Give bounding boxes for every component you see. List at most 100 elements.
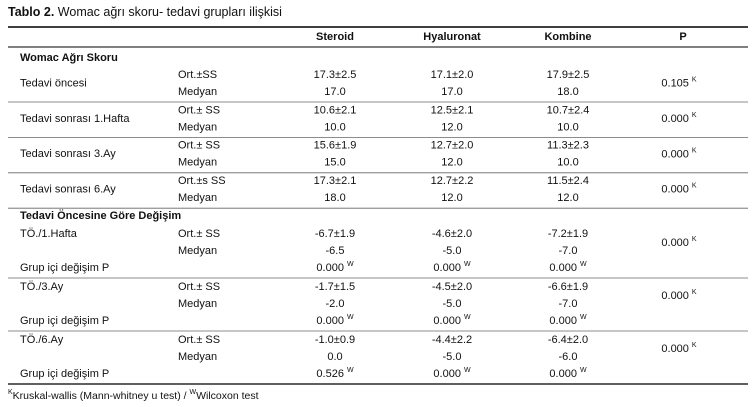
footnote: KKruskal-wallis (Mann-whitney u test) / …: [8, 389, 259, 402]
cell-value: 12.0: [441, 192, 462, 204]
cell-value: 10.6±2.1: [314, 104, 357, 116]
p-value-value: 0.105: [661, 77, 689, 89]
cell-value-value: 0.000: [433, 315, 461, 327]
cell-value-value: 0.000: [316, 315, 344, 327]
cell-value: 10.0: [557, 121, 578, 133]
cell-value: 18.0: [324, 192, 345, 204]
footnote-text: Wilcoxon test: [196, 390, 259, 402]
cell-value: 10.0: [557, 157, 578, 169]
caption-text: Womac ağrı skoru- tedavi grupları ilişki…: [58, 5, 282, 19]
cell-value: 12.5±2.1: [431, 104, 474, 116]
stat-label: Medyan: [178, 121, 217, 133]
cell-value: 0.526 W: [316, 367, 354, 380]
section-heading: Womac Ağrı Skoru: [20, 52, 118, 64]
cell-value: 0.000 W: [549, 261, 587, 274]
p-value: 0.000 K: [661, 236, 697, 249]
cell-value: 0.0: [327, 351, 342, 363]
group-label: Tedavi sonrası 1.Hafta: [20, 113, 130, 125]
cell-value: -5.0: [443, 298, 462, 310]
cell-value: -6.4±2.0: [548, 334, 588, 346]
cell-value-mark: W: [347, 261, 354, 268]
p-value-mark: K: [692, 236, 697, 243]
cell-value: 0.000 W: [549, 367, 587, 380]
cell-value-mark: W: [464, 367, 471, 374]
p-value-value: 0.000: [661, 237, 689, 249]
cell-value: 17.0: [324, 86, 345, 98]
stat-label: Medyan: [178, 86, 217, 98]
cell-value-value: 0.000: [316, 262, 344, 274]
group-label: Tedavi öncesi: [20, 77, 87, 89]
cell-value: -6.6±1.9: [548, 281, 588, 293]
cell-value-value: 0.000: [433, 262, 461, 274]
stat-label: Ort.±SS: [178, 69, 217, 81]
cell-value: -1.7±1.5: [315, 281, 355, 293]
cell-value: -6.5: [326, 245, 345, 257]
group-label: TÖ./6.Ay: [20, 334, 64, 346]
group-label: Tedavi sonrası 6.Ay: [20, 184, 116, 196]
p-value-value: 0.000: [661, 184, 689, 196]
p-value-mark: K: [692, 289, 697, 296]
p-value-mark: K: [692, 76, 697, 83]
column-header: P: [679, 31, 686, 43]
cell-value: -4.6±2.0: [432, 228, 472, 240]
cell-value-value: 0.526: [316, 368, 344, 380]
cell-value: -5.0: [443, 245, 462, 257]
cell-value: 11.3±2.3: [547, 140, 589, 152]
cell-value-mark: W: [580, 314, 587, 321]
stat-label: Ort.± SS: [178, 140, 220, 152]
table-caption: Tablo 2. Womac ağrı skoru- tedavi grupla…: [8, 5, 282, 19]
cell-value-mark: W: [580, 261, 587, 268]
cell-value-value: 0.000: [433, 368, 461, 380]
p-value-mark: K: [692, 112, 697, 119]
stat-label: Medyan: [178, 245, 217, 257]
stat-label: Medyan: [178, 298, 217, 310]
cell-value: -1.0±0.9: [315, 334, 355, 346]
cell-value: -7.0: [559, 245, 578, 257]
p-value: 0.000 K: [661, 147, 697, 160]
cell-value-mark: W: [347, 367, 354, 374]
cell-value: 12.0: [441, 157, 462, 169]
stat-label: Medyan: [178, 351, 217, 363]
cell-value-mark: W: [347, 314, 354, 321]
cell-value: -6.7±1.9: [315, 228, 355, 240]
cell-value: 10.7±2.4: [547, 104, 590, 116]
row-label: Grup içi değişim P: [20, 368, 109, 380]
cell-value: 0.000 W: [433, 367, 471, 380]
p-value: 0.000 K: [661, 183, 697, 196]
stat-label: Ort.± SS: [178, 334, 220, 346]
cell-value: 17.1±2.0: [431, 69, 474, 81]
column-header: Kombine: [544, 31, 591, 43]
row-label: Grup içi değişim P: [20, 262, 109, 274]
footnote-mark: K: [8, 389, 13, 396]
stat-label: Ort.± SS: [178, 228, 220, 240]
cell-value: 17.0: [441, 86, 462, 98]
cell-value-value: 0.000: [549, 315, 577, 327]
cell-value: 12.0: [441, 121, 462, 133]
cell-value: 0.000 W: [316, 261, 354, 274]
group-label: Tedavi sonrası 3.Ay: [20, 148, 116, 160]
cell-value: 12.7±2.0: [431, 140, 474, 152]
cell-value: 17.9±2.5: [547, 69, 590, 81]
caption-label: Tablo 2.: [8, 5, 54, 19]
cell-value: 12.0: [557, 192, 578, 204]
column-header: Steroid: [316, 31, 354, 43]
p-value-mark: K: [692, 147, 697, 154]
cell-value: -7.2±1.9: [548, 228, 588, 240]
stat-label: Ort.±s SS: [178, 175, 226, 187]
cell-value: -6.0: [559, 351, 578, 363]
cell-value-value: 0.000: [549, 262, 577, 274]
group-label: TÖ./1.Hafta: [20, 228, 78, 240]
cell-value: 18.0: [557, 86, 578, 98]
cell-value: -2.0: [326, 298, 345, 310]
cell-value: 11.5±2.4: [547, 175, 589, 187]
stat-label: Medyan: [178, 192, 217, 204]
cell-value-mark: W: [464, 314, 471, 321]
cell-value: 10.0: [324, 121, 345, 133]
column-header: Hyaluronat: [423, 31, 481, 43]
p-value-mark: K: [692, 342, 697, 349]
p-value-mark: K: [692, 183, 697, 190]
p-value-value: 0.000: [661, 148, 689, 160]
p-value: 0.105 K: [661, 76, 697, 89]
cell-value: 15.0: [324, 157, 345, 169]
